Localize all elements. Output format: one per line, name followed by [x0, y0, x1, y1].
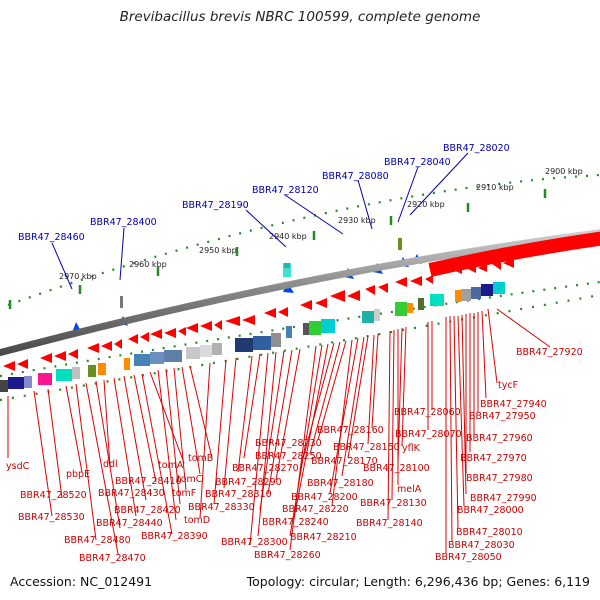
red-gene-label: BBR47_28520 — [20, 490, 87, 501]
red-gene-label: BBR47_28310 — [205, 489, 272, 500]
red-gene-label: BBR47_28300 — [221, 537, 288, 548]
red-gene-label: tomC — [177, 474, 203, 485]
red-gene-label: BBR47_27990 — [470, 493, 537, 504]
red-gene-label: BBR47_28530 — [18, 512, 85, 523]
gene-arrows — [3, 258, 514, 371]
red-gene-label: tomB — [188, 453, 213, 464]
kbp-label: 2950 kbp — [199, 246, 237, 255]
red-gene-label: melA — [397, 484, 422, 495]
blue-gene-label: BBR47_28190 — [182, 200, 249, 211]
red-gene-label: BBR47_28240 — [262, 517, 329, 528]
red-gene-label: BBR47_28130 — [360, 498, 427, 509]
red-gene-label: BBR47_28160 — [317, 425, 384, 436]
red-gene-label: BBR47_28060 — [394, 407, 461, 418]
red-gene-label: BBR47_28260 — [254, 550, 321, 561]
red-gene-label: BBR47_28410 — [115, 476, 182, 487]
red-gene-label: BBR47_28180 — [307, 478, 374, 489]
feature-blocks — [0, 282, 505, 392]
red-gene-label: BBR47_28220 — [282, 504, 349, 515]
red-gene-label: BBR47_28480 — [64, 535, 131, 546]
red-gene-label: BBR47_28230 — [255, 438, 322, 449]
red-gene-label: BBR47_28100 — [363, 463, 430, 474]
red-gene-label: BBR47_27940 — [480, 399, 547, 410]
red-gene-label: BBR47_28330 — [188, 502, 255, 513]
kbp-label: 2970 kbp — [59, 272, 97, 281]
red-gene-label: BBR47_28420 — [114, 505, 181, 516]
red-gene-label: BBR47_28210 — [290, 532, 357, 543]
red-gene-label: BBR47_28030 — [448, 540, 515, 551]
blue-gene-label: BBR47_28120 — [252, 185, 319, 196]
genome-summary-text: Topology: circular; Length: 6,296,436 bp… — [246, 574, 590, 589]
blue-gene-label: BBR47_28400 — [90, 217, 157, 228]
map-title: Brevibacillus brevis NBRC 100599, comple… — [119, 9, 481, 25]
accession-text: Accession: NC_012491 — [10, 574, 153, 589]
red-gene-label: BBR47_27920 — [516, 347, 583, 358]
red-gene-label: BBR47_28070 — [395, 429, 462, 440]
kbp-label: 2940 kbp — [269, 232, 307, 241]
red-gene-label: BBR47_27970 — [460, 453, 527, 464]
red-gene-label: BBR47_28170 — [311, 456, 378, 467]
blue-gene-label: BBR47_28080 — [322, 171, 389, 182]
kbp-label: 2920 kbp — [407, 200, 445, 209]
red-gene-label: tomD — [184, 515, 210, 526]
red-gene-label: BBR47_27980 — [466, 473, 533, 484]
red-gene-label: tycF — [498, 380, 518, 391]
red-gene-label: BBR47_28290 — [215, 477, 282, 488]
red-leaders — [7, 308, 551, 555]
red-gene-label: yflK — [402, 443, 421, 454]
red-gene-label: BBR47_27960 — [466, 433, 533, 444]
red-gene-label: pbpE — [66, 469, 90, 480]
blue-labels: BBR47_28020 BBR47_28040 BBR47_28080 BBR4… — [18, 143, 510, 243]
red-gene-label: BBR47_28440 — [96, 518, 163, 529]
red-labels: BBR47_27920 tycF BBR47_27940 BBR47_27950… — [6, 347, 583, 564]
blue-gene-label: BBR47_28460 — [18, 232, 85, 243]
red-gene-label: BBR47_28250 — [255, 451, 322, 462]
genome-backbone — [0, 229, 600, 357]
red-gene-label: ddl — [103, 459, 118, 470]
red-gene-label: BBR47_28140 — [356, 518, 423, 529]
blue-gene-label: BBR47_28020 — [443, 143, 510, 154]
red-gene-label: BBR47_28270 — [232, 463, 299, 474]
red-gene-label: tomF — [172, 488, 196, 499]
kbp-label: 2910 kbp — [476, 183, 514, 192]
kbp-label: 2960 kbp — [129, 260, 167, 269]
red-gene-label: BBR47_28200 — [291, 492, 358, 503]
red-gene-label: BBR47_28390 — [141, 531, 208, 542]
blue-leaders — [51, 152, 469, 290]
red-gene-label: BBR47_28150 — [333, 442, 400, 453]
blue-gene-label: BBR47_28040 — [384, 157, 451, 168]
inner-tick-ring-bottom — [0, 293, 600, 402]
red-gene-label: ysdC — [6, 461, 30, 472]
red-gene-label: BBR47_28430 — [98, 488, 165, 499]
red-gene-label: BBR47_28000 — [457, 505, 524, 516]
upper-markers — [120, 238, 402, 308]
kbp-label: 2930 kbp — [338, 216, 376, 225]
major-ticks — [8, 189, 547, 309]
kbp-labels: 2900 kbp 2910 kbp 2920 kbp 2930 kbp 2940… — [59, 167, 583, 281]
red-gene-label: BBR47_28470 — [79, 553, 146, 564]
kbp-label: 2900 kbp — [545, 167, 583, 176]
red-gene-label: BBR47_27950 — [469, 411, 536, 422]
red-gene-label: tomA — [158, 460, 184, 471]
red-gene-label: BBR47_28050 — [435, 552, 502, 563]
red-gene-label: BBR47_28010 — [456, 527, 523, 538]
